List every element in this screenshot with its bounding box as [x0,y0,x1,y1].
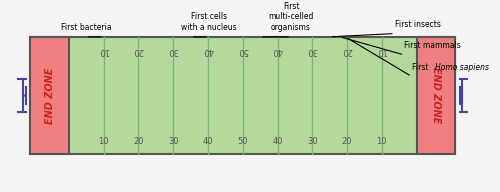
Text: 20: 20 [133,46,143,55]
Text: 10: 10 [98,137,109,146]
Text: First: First [412,63,430,72]
Text: Homo sapiens: Homo sapiens [435,63,489,72]
Text: 40: 40 [203,46,213,55]
FancyBboxPatch shape [30,37,69,154]
Text: 30: 30 [307,137,318,146]
Text: END ZONE: END ZONE [44,67,54,124]
Text: 20: 20 [342,137,352,146]
Text: 10: 10 [376,137,387,146]
Text: 20: 20 [133,137,143,146]
FancyBboxPatch shape [416,37,455,154]
Text: 30: 30 [168,137,178,146]
Text: 40: 40 [272,137,283,146]
Text: 50: 50 [238,46,248,55]
Text: END ZONE: END ZONE [431,67,441,124]
FancyBboxPatch shape [30,37,455,154]
Text: 10: 10 [98,46,109,55]
Text: 30: 30 [307,46,318,55]
Text: First insects: First insects [395,20,440,29]
Text: 40: 40 [203,137,213,146]
Text: First cells
with a nucleus: First cells with a nucleus [181,12,237,32]
Text: 40: 40 [272,46,283,55]
Text: 30: 30 [168,46,178,55]
Text: First bacteria: First bacteria [60,23,111,32]
Text: 10: 10 [376,46,387,55]
Text: First
multi-celled
organisms: First multi-celled organisms [268,2,314,32]
Text: First mammals: First mammals [404,41,461,50]
Text: 20: 20 [342,46,352,55]
Text: 50: 50 [238,137,248,146]
